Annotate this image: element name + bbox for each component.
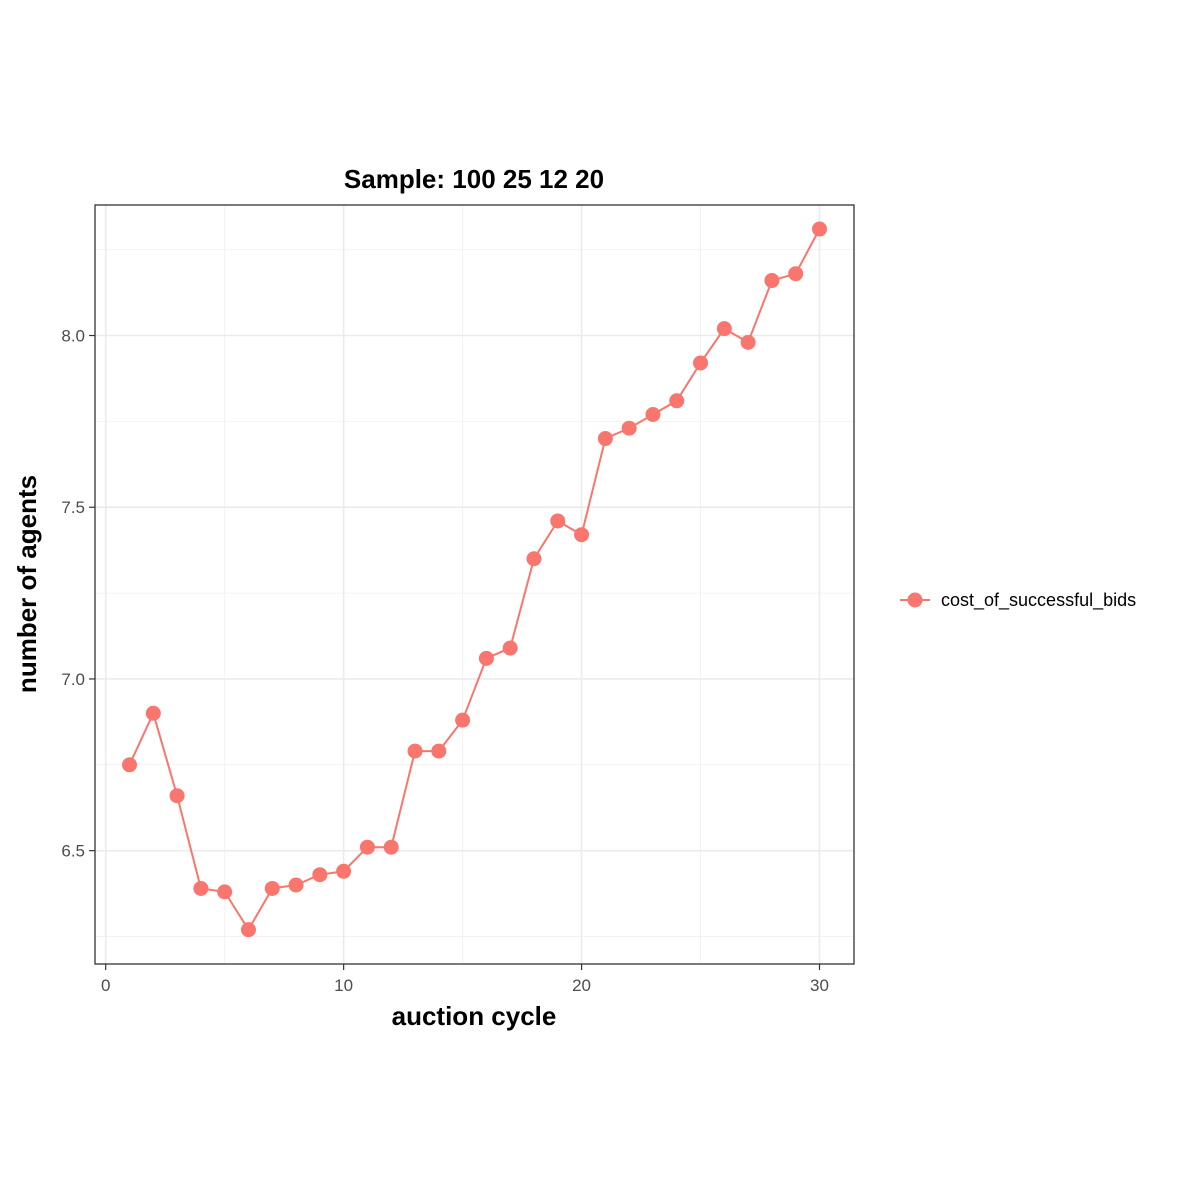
data-point (288, 877, 304, 893)
legend-label: cost_of_successful_bids (941, 590, 1136, 611)
data-point (383, 839, 399, 855)
data-point (217, 884, 233, 900)
data-point (122, 757, 137, 773)
data-point (597, 431, 613, 447)
data-point (764, 273, 780, 289)
data-point (574, 527, 590, 543)
y-tick-label: 7.0 (61, 670, 85, 689)
y-tick-label: 6.5 (61, 842, 85, 861)
legend-key-point (907, 592, 923, 608)
data-point (740, 334, 756, 350)
x-tick-label: 20 (572, 976, 591, 995)
data-point (169, 788, 185, 804)
plot-panel-border (94, 204, 855, 965)
data-point (431, 743, 447, 759)
data-point (788, 266, 804, 282)
x-tick-label: 10 (334, 976, 353, 995)
data-point (645, 406, 661, 422)
x-tick-label: 0 (101, 976, 110, 995)
x-axis-title: auction cycle (392, 1001, 557, 1031)
data-point (264, 880, 280, 896)
data-point (193, 880, 209, 896)
data-point (669, 393, 685, 409)
data-point (716, 321, 732, 337)
data-point (621, 420, 637, 436)
y-axis-title: number of agents (12, 475, 42, 693)
data-point (407, 743, 423, 759)
data-point (240, 922, 256, 938)
data-point (693, 355, 709, 371)
data-point (359, 839, 375, 855)
data-point (526, 551, 542, 567)
data-point (812, 221, 827, 237)
data-point (145, 705, 161, 721)
y-tick-label: 8.0 (61, 327, 85, 346)
axis-ticks: 0 10 20 30 6.5 7.0 7.5 8.0 (61, 327, 829, 995)
chart-title: Sample: 100 25 12 20 (344, 164, 604, 194)
data-point (478, 650, 494, 666)
data-point (455, 712, 471, 728)
data-point (502, 640, 518, 656)
data-point (336, 863, 352, 879)
x-tick-label: 30 (810, 976, 829, 995)
data-point (550, 513, 566, 529)
legend: cost_of_successful_bids (900, 590, 1136, 611)
series-layer (122, 221, 827, 938)
y-tick-label: 7.5 (61, 498, 85, 517)
grid-lines (95, 205, 854, 964)
data-point (312, 867, 328, 883)
